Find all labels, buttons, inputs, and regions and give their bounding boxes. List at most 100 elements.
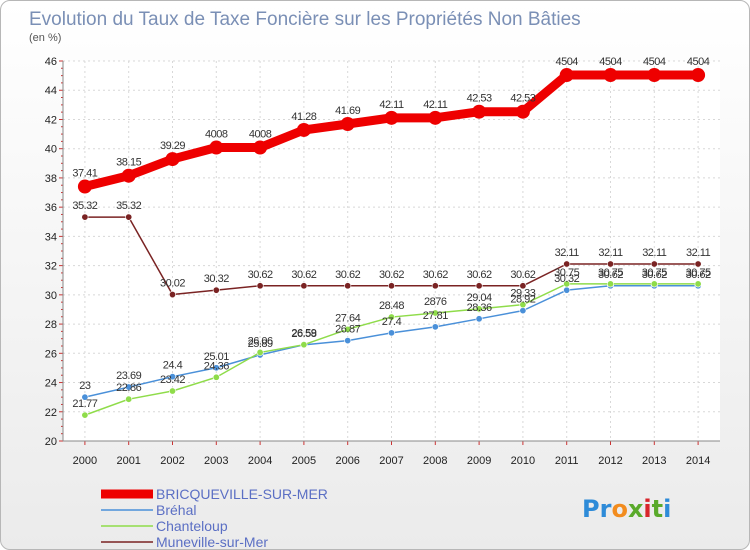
data-point <box>344 337 352 345</box>
y-tick-label: 36 <box>45 202 57 214</box>
data-label: 37.41 <box>72 168 97 180</box>
data-label: 30.62 <box>467 269 492 281</box>
data-point <box>606 260 614 268</box>
data-point <box>125 213 133 221</box>
data-label: 25.89 <box>248 338 273 350</box>
data-label: 42.53 <box>467 93 492 105</box>
data-label: 28.48 <box>379 300 404 312</box>
logo-letter: t <box>652 495 663 523</box>
data-point <box>475 305 483 313</box>
x-tick-label: 2006 <box>335 455 359 467</box>
data-label: 30.62 <box>335 269 360 281</box>
data-label: 23.42 <box>160 374 185 386</box>
data-label: 21.77 <box>72 398 97 410</box>
data-point <box>253 140 268 155</box>
data-label: 25.01 <box>204 351 229 363</box>
data-label: 29.04 <box>467 292 492 304</box>
data-label: 30.32 <box>554 273 579 285</box>
data-point <box>519 301 527 309</box>
data-point <box>431 309 439 317</box>
data-point <box>694 260 702 268</box>
y-tick-label: 46 <box>45 56 57 68</box>
x-tick-label: 2001 <box>116 455 140 467</box>
x-tick-label: 2005 <box>292 455 316 467</box>
data-point <box>212 373 220 381</box>
legend-label: BRICQUEVILLE-SUR-MER <box>156 486 328 502</box>
data-label: 26.87 <box>335 324 360 336</box>
data-point <box>81 213 89 221</box>
data-point <box>431 323 439 331</box>
data-label: 35.32 <box>72 200 97 212</box>
data-point <box>77 179 92 194</box>
y-tick-label: 38 <box>45 173 57 185</box>
data-label: 30.75 <box>642 267 667 279</box>
data-point <box>691 68 706 83</box>
data-label: 30.62 <box>291 269 316 281</box>
data-point <box>475 315 483 323</box>
data-label: 41.69 <box>335 105 360 117</box>
data-point <box>694 280 702 288</box>
data-label: 30.62 <box>248 269 273 281</box>
data-label: 32.11 <box>642 247 667 259</box>
data-label: 39.29 <box>160 140 185 152</box>
data-point <box>296 122 311 137</box>
data-label: 42.11 <box>423 99 448 111</box>
data-point <box>650 260 658 268</box>
data-point <box>387 329 395 337</box>
data-label: 23.69 <box>116 370 141 382</box>
data-label: 4008 <box>249 129 272 141</box>
y-tick-label: 30 <box>45 290 57 302</box>
y-tick-label: 40 <box>45 144 57 156</box>
data-point <box>387 313 395 321</box>
data-label: 22.86 <box>116 382 141 394</box>
data-point <box>344 325 352 333</box>
logo-letter: P <box>582 495 600 523</box>
data-label: 26.06 <box>248 335 273 347</box>
data-point <box>212 364 220 372</box>
legend-label: Muneville-sur-Mer <box>156 534 268 550</box>
data-label: 32.11 <box>555 247 580 259</box>
legend-label: Bréhal <box>156 502 196 518</box>
data-label: 27.81 <box>423 310 448 322</box>
data-point <box>212 286 220 294</box>
data-point <box>647 68 662 83</box>
data-label: 32.11 <box>598 247 623 259</box>
data-label: 28.36 <box>467 302 492 314</box>
data-label: 2876 <box>424 296 447 308</box>
data-label: 4504 <box>555 56 578 68</box>
data-label: 23 <box>79 380 91 392</box>
axes: 20 22 24 26 28 30 32 34 36 38 40 42 44 46 2000 2001 2002… <box>45 56 720 467</box>
x-tick-label: 2010 <box>511 455 535 467</box>
data-label: 4504 <box>643 56 666 68</box>
data-point <box>606 280 614 288</box>
data-point <box>256 348 264 356</box>
data-label: 30.75 <box>598 267 623 279</box>
data-point <box>384 110 399 125</box>
data-label: 30.75 <box>554 267 579 279</box>
data-point <box>300 282 308 290</box>
data-point <box>603 68 618 83</box>
data-label: 42.11 <box>379 99 404 111</box>
data-label: 42.53 <box>510 93 535 105</box>
legend-label: Chanteloup <box>156 518 228 534</box>
x-tick-label: 2004 <box>248 455 272 467</box>
data-point <box>387 282 395 290</box>
data-label: 30.62 <box>423 269 448 281</box>
data-label: 30.62 <box>510 269 535 281</box>
data-point <box>125 395 133 403</box>
data-label: 32.11 <box>686 247 711 259</box>
data-point <box>519 282 527 290</box>
data-label: 30.62 <box>379 269 404 281</box>
data-point <box>475 282 483 290</box>
data-point <box>169 387 177 395</box>
data-label: 30.62 <box>686 269 711 281</box>
logo-letter: i <box>663 495 671 523</box>
chart-title: Evolution du Taux de Taxe Foncière sur l… <box>29 9 581 30</box>
data-label: 4504 <box>687 56 710 68</box>
data-point <box>428 110 443 125</box>
data-label: 4504 <box>599 56 622 68</box>
data-point <box>563 260 571 268</box>
series <box>77 68 706 419</box>
proxiti-logo: Proxiti <box>582 495 671 523</box>
